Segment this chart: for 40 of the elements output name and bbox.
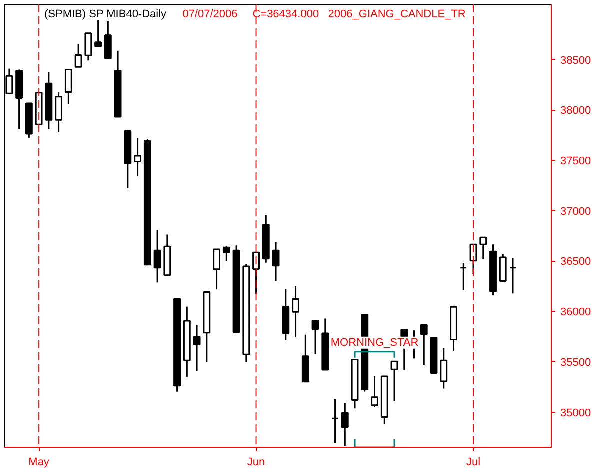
y-tick-label: 38000 [560,105,592,118]
x-tick-label: Jun [247,456,266,468]
candlestick [154,230,162,284]
candlestick [104,20,112,60]
x-tick-label: May [28,456,50,468]
y-tick-label: 38500 [560,54,592,67]
candlestick [84,32,92,62]
candlestick [460,262,468,291]
candlestick [341,402,349,448]
candlestick [499,254,507,282]
candlestick [74,43,82,68]
candlestick [480,236,488,260]
candlestick [292,286,300,338]
candlestick [440,348,448,390]
y-tick-label: 35000 [560,407,592,420]
candlestick [312,320,320,355]
candlestick [193,324,201,372]
annotation: MORNING_STAR [330,336,419,349]
chart-title: (SPMIB) SP MIB40-Daily [44,8,168,20]
candlestick [509,257,517,294]
candlestick [94,19,102,48]
y-tick-label: 37000 [560,206,592,218]
candlestick [222,246,230,262]
candlestick [390,360,398,402]
candlestick [332,398,339,444]
y-tick-label: 37500 [560,156,592,168]
candlestick [64,68,72,105]
annotation: 07/07/2006 [182,8,238,20]
candlestick [371,375,378,408]
y-tick-label: 35500 [560,356,592,369]
y-tick-label: 36500 [560,256,592,268]
candlestick [55,92,63,134]
annotation: 2006_GIANG_CANDLE_TR [328,8,466,20]
x-tick-label: Jul [466,456,481,468]
annotation: C=36434.000 [252,8,320,20]
candlestick [420,324,428,366]
candlestick [213,248,220,290]
y-tick-label: 36000 [560,306,592,319]
candlestick [134,137,142,177]
candlestick [272,242,280,282]
